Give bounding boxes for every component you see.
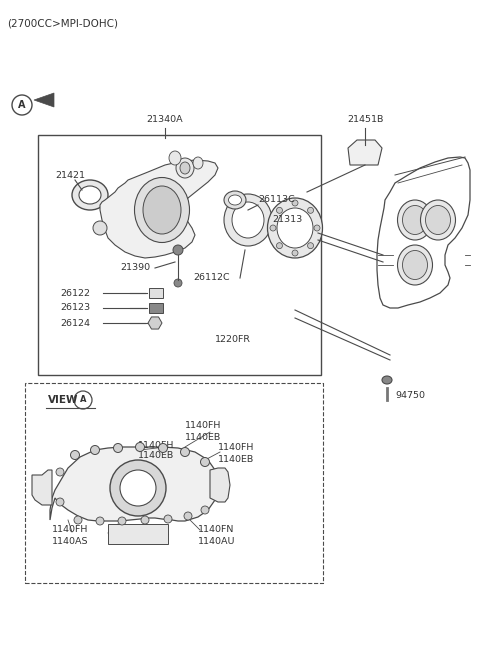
Text: 26123: 26123	[60, 303, 90, 312]
Circle shape	[180, 447, 190, 457]
Text: 26124: 26124	[60, 318, 90, 328]
Polygon shape	[348, 140, 382, 165]
Bar	[149, 303, 163, 313]
Ellipse shape	[143, 186, 181, 234]
Circle shape	[74, 516, 82, 524]
Text: 21390: 21390	[120, 263, 150, 272]
Text: 21313: 21313	[272, 215, 302, 225]
Text: 1140EB: 1140EB	[218, 455, 254, 464]
Circle shape	[118, 517, 126, 525]
Circle shape	[135, 443, 144, 451]
Ellipse shape	[425, 206, 451, 234]
Circle shape	[113, 443, 122, 453]
Text: VIEW: VIEW	[48, 395, 79, 405]
Polygon shape	[32, 470, 52, 505]
Circle shape	[71, 451, 80, 460]
Text: A: A	[80, 396, 86, 405]
Text: A: A	[18, 100, 26, 110]
Text: 1140FH: 1140FH	[52, 525, 88, 534]
Ellipse shape	[403, 250, 428, 280]
Circle shape	[110, 460, 166, 516]
Bar	[25, 383, 323, 583]
Polygon shape	[210, 468, 230, 502]
Ellipse shape	[267, 198, 323, 258]
Polygon shape	[377, 157, 470, 308]
Text: 1140FH: 1140FH	[218, 443, 254, 451]
Circle shape	[93, 221, 107, 235]
Text: 1140FH: 1140FH	[138, 441, 174, 449]
Circle shape	[56, 468, 64, 476]
Text: 1140FN: 1140FN	[198, 525, 234, 534]
Circle shape	[201, 506, 209, 514]
Ellipse shape	[224, 194, 272, 246]
Circle shape	[173, 245, 183, 255]
Text: 94750: 94750	[395, 390, 425, 400]
Circle shape	[308, 243, 313, 249]
Circle shape	[174, 279, 182, 287]
Text: 21340A: 21340A	[147, 115, 183, 124]
Circle shape	[120, 470, 156, 506]
Circle shape	[164, 515, 172, 523]
Polygon shape	[148, 317, 162, 329]
Text: 1140AU: 1140AU	[198, 538, 236, 546]
Text: 21421: 21421	[55, 170, 85, 179]
Ellipse shape	[228, 195, 241, 205]
Text: 1140EB: 1140EB	[138, 451, 174, 460]
Circle shape	[201, 457, 209, 466]
Circle shape	[141, 516, 149, 524]
Circle shape	[308, 208, 313, 214]
Circle shape	[56, 498, 64, 506]
Text: 26122: 26122	[60, 288, 90, 297]
Bar	[38, 135, 321, 375]
Ellipse shape	[169, 151, 181, 165]
Polygon shape	[100, 160, 218, 258]
Bar	[108, 524, 168, 544]
Polygon shape	[50, 447, 218, 521]
Circle shape	[292, 200, 298, 206]
Text: 26112C: 26112C	[193, 274, 229, 282]
Ellipse shape	[397, 245, 432, 285]
Bar	[149, 288, 163, 298]
Ellipse shape	[176, 158, 194, 178]
Circle shape	[12, 95, 32, 115]
Ellipse shape	[403, 206, 428, 234]
Polygon shape	[34, 93, 54, 107]
Text: 21451B: 21451B	[347, 115, 383, 124]
Circle shape	[74, 391, 92, 409]
Ellipse shape	[134, 178, 190, 242]
Ellipse shape	[180, 162, 190, 174]
Text: (2700CC>MPI-DOHC): (2700CC>MPI-DOHC)	[7, 18, 118, 28]
Text: 26113C: 26113C	[258, 195, 295, 204]
Ellipse shape	[79, 186, 101, 204]
Circle shape	[270, 225, 276, 231]
Text: 1220FR: 1220FR	[215, 335, 251, 345]
Circle shape	[314, 225, 320, 231]
Text: 1140AS: 1140AS	[52, 538, 88, 546]
Text: 1140FH: 1140FH	[185, 421, 221, 430]
Ellipse shape	[420, 200, 456, 240]
Circle shape	[184, 512, 192, 520]
Ellipse shape	[193, 157, 203, 169]
Circle shape	[276, 243, 282, 249]
Text: 1140EB: 1140EB	[185, 432, 221, 441]
Circle shape	[276, 208, 282, 214]
Ellipse shape	[224, 191, 246, 209]
Circle shape	[96, 517, 104, 525]
Circle shape	[292, 250, 298, 256]
Ellipse shape	[397, 200, 432, 240]
Circle shape	[91, 445, 99, 455]
Circle shape	[158, 443, 168, 453]
Ellipse shape	[382, 376, 392, 384]
Ellipse shape	[277, 208, 313, 248]
Ellipse shape	[72, 180, 108, 210]
Ellipse shape	[232, 202, 264, 238]
